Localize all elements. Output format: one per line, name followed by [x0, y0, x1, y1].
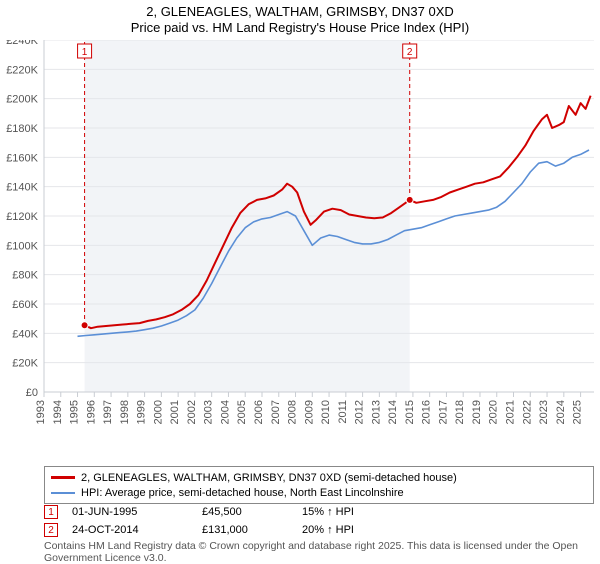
- svg-text:2023: 2023: [538, 400, 550, 424]
- svg-text:2016: 2016: [421, 400, 433, 424]
- svg-text:£160K: £160K: [6, 152, 38, 164]
- sale-price: £45,500: [202, 506, 302, 518]
- svg-text:2015: 2015: [404, 400, 416, 424]
- svg-text:2004: 2004: [219, 400, 231, 424]
- svg-text:2024: 2024: [555, 400, 567, 424]
- svg-text:1994: 1994: [52, 400, 64, 424]
- svg-text:£20K: £20K: [12, 358, 38, 370]
- svg-text:2001: 2001: [169, 400, 181, 424]
- title-line-2: Price paid vs. HM Land Registry's House …: [0, 20, 600, 35]
- svg-text:2011: 2011: [337, 400, 349, 424]
- svg-text:£220K: £220K: [6, 64, 38, 76]
- svg-text:1998: 1998: [119, 400, 131, 424]
- chart-container: 2, GLENEAGLES, WALTHAM, GRIMSBY, DN37 0X…: [0, 0, 600, 560]
- svg-text:2022: 2022: [521, 400, 533, 424]
- legend-swatch: [51, 476, 75, 479]
- svg-text:2000: 2000: [152, 400, 164, 424]
- sale-row: 2 24-OCT-2014 £131,000 20% ↑ HPI: [44, 522, 594, 538]
- legend-swatch: [51, 492, 75, 494]
- footer-note: Contains HM Land Registry data © Crown c…: [44, 540, 594, 564]
- svg-text:1996: 1996: [85, 400, 97, 424]
- svg-text:2010: 2010: [320, 400, 332, 424]
- sale-date: 01-JUN-1995: [72, 506, 202, 518]
- svg-text:2025: 2025: [572, 400, 584, 424]
- svg-text:£240K: £240K: [6, 40, 38, 47]
- legend: 2, GLENEAGLES, WALTHAM, GRIMSBY, DN37 0X…: [44, 466, 594, 504]
- svg-text:1997: 1997: [102, 400, 114, 424]
- svg-text:2014: 2014: [387, 400, 399, 424]
- legend-label: 2, GLENEAGLES, WALTHAM, GRIMSBY, DN37 0X…: [81, 472, 457, 484]
- svg-text:2007: 2007: [270, 400, 282, 424]
- chart-area: £0£20K£40K£60K£80K£100K£120K£140K£160K£1…: [44, 40, 594, 428]
- svg-text:2021: 2021: [505, 400, 517, 424]
- svg-text:2002: 2002: [186, 400, 198, 424]
- svg-text:1: 1: [82, 47, 88, 58]
- svg-text:£0: £0: [26, 387, 38, 399]
- title-block: 2, GLENEAGLES, WALTHAM, GRIMSBY, DN37 0X…: [0, 0, 600, 35]
- sales-block: 1 01-JUN-1995 £45,500 15% ↑ HPI 2 24-OCT…: [44, 504, 594, 540]
- sale-badge: 2: [44, 523, 58, 537]
- svg-text:2013: 2013: [370, 400, 382, 424]
- svg-text:£180K: £180K: [6, 123, 38, 135]
- svg-text:2008: 2008: [287, 400, 299, 424]
- svg-text:2017: 2017: [437, 400, 449, 424]
- svg-text:£140K: £140K: [6, 182, 38, 194]
- legend-item: 2, GLENEAGLES, WALTHAM, GRIMSBY, DN37 0X…: [51, 470, 587, 485]
- svg-text:2020: 2020: [488, 400, 500, 424]
- svg-text:£200K: £200K: [6, 94, 38, 106]
- svg-text:1999: 1999: [136, 400, 148, 424]
- svg-text:2003: 2003: [203, 400, 215, 424]
- svg-text:1993: 1993: [35, 400, 47, 424]
- svg-text:£100K: £100K: [6, 240, 38, 252]
- svg-text:£80K: £80K: [12, 270, 38, 282]
- svg-text:2019: 2019: [471, 400, 483, 424]
- sale-pct: 15% ↑ HPI: [302, 506, 354, 518]
- svg-text:1995: 1995: [69, 400, 81, 424]
- svg-text:£60K: £60K: [12, 299, 38, 311]
- sale-badge: 1: [44, 505, 58, 519]
- title-line-1: 2, GLENEAGLES, WALTHAM, GRIMSBY, DN37 0X…: [0, 4, 600, 19]
- svg-text:£120K: £120K: [6, 211, 38, 223]
- sale-row: 1 01-JUN-1995 £45,500 15% ↑ HPI: [44, 504, 594, 520]
- svg-text:2005: 2005: [236, 400, 248, 424]
- sale-price: £131,000: [202, 524, 302, 536]
- chart-svg: £0 £20K £40K £60K £80K £100K £120K £140K £160K £1…: [0, 40, 594, 428]
- svg-text:2: 2: [407, 47, 413, 58]
- svg-text:2009: 2009: [303, 400, 315, 424]
- sale-date: 24-OCT-2014: [72, 524, 202, 536]
- sale-pct: 20% ↑ HPI: [302, 524, 354, 536]
- legend-label: HPI: Average price, semi-detached house,…: [81, 487, 404, 499]
- svg-text:£40K: £40K: [12, 328, 38, 340]
- svg-text:2012: 2012: [354, 400, 366, 424]
- svg-text:2006: 2006: [253, 400, 265, 424]
- legend-item: HPI: Average price, semi-detached house,…: [51, 485, 587, 500]
- svg-text:2018: 2018: [454, 400, 466, 424]
